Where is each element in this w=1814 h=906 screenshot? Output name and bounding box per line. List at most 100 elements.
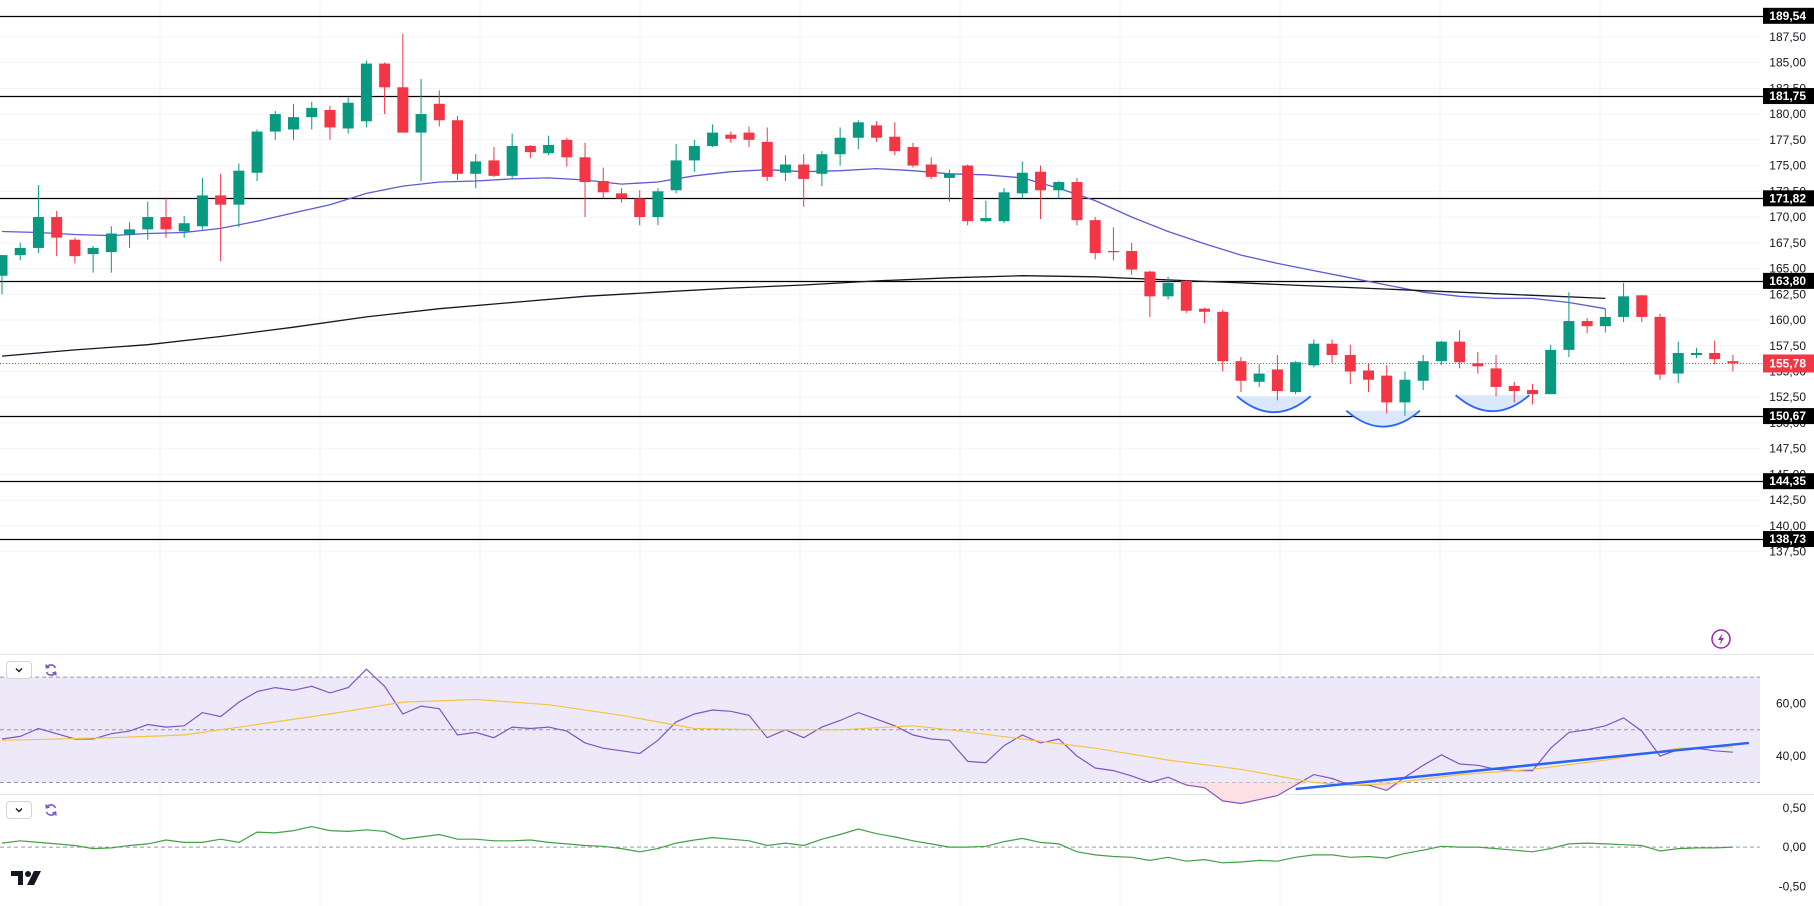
refresh-icon (45, 804, 57, 816)
candle-body (415, 114, 427, 133)
price-tick-label: 170,00 (1769, 210, 1806, 224)
level-label: 189,54 (1769, 9, 1806, 23)
candle-body (1490, 368, 1502, 387)
rsi-line (1, 668, 1733, 805)
candle-body (105, 233, 117, 253)
tradingview-logo[interactable] (10, 868, 44, 888)
candle-body (397, 87, 409, 133)
rsi-ma-line (1, 698, 1733, 786)
candle-body (269, 114, 281, 132)
candle-body (1672, 352, 1684, 374)
refresh-icon (45, 664, 57, 676)
candle-body (816, 154, 828, 174)
candle-body (1235, 361, 1247, 381)
macd-tick-label: 0,00 (1783, 840, 1807, 854)
candle-body (1326, 343, 1338, 356)
candle-body (0, 255, 8, 276)
price-tick-label: 140,00 (1769, 519, 1806, 533)
candle-body (779, 164, 791, 173)
chevron-down-icon (15, 668, 23, 673)
candle-body (943, 173, 955, 178)
candle-body (889, 136, 901, 152)
candle-body (69, 239, 81, 257)
candle-body (1308, 343, 1320, 366)
candle-body (1709, 352, 1721, 360)
price-tick-label: 160,00 (1769, 313, 1806, 327)
candle-body (907, 147, 919, 166)
candle-body (142, 217, 154, 230)
price-tick-label: 142,50 (1769, 493, 1806, 507)
candle-body (233, 170, 245, 205)
candle-body (1563, 321, 1575, 350)
price-tick-label: 137,50 (1769, 545, 1806, 559)
candle-body (1217, 311, 1229, 362)
candle-body (196, 195, 208, 227)
macd-tick-label: 0,50 (1783, 801, 1807, 815)
macd-tick-label: -0,50 (1779, 879, 1807, 893)
rsi-collapse-button[interactable] (6, 661, 32, 679)
price-tick-label: 162,50 (1769, 287, 1806, 301)
candle-body (488, 160, 500, 176)
macd-line (1, 825, 1733, 864)
rsi-band (0, 677, 1760, 783)
price-tick-label: 177,50 (1769, 133, 1806, 147)
candle-body (1180, 280, 1192, 311)
candle-body (962, 165, 974, 222)
price-tick-label: 180,00 (1769, 107, 1806, 121)
candle-body (798, 164, 810, 179)
horizontal-levels (0, 15, 1763, 541)
level-label: 138,73 (1769, 532, 1806, 546)
candle-body (579, 157, 591, 183)
candle-body (1089, 220, 1101, 254)
lightning-icon (1711, 629, 1731, 649)
candle-body (452, 120, 463, 174)
candle-body (543, 144, 555, 154)
candle-body (288, 117, 300, 130)
price-tick-label: 152,50 (1769, 390, 1806, 404)
candle-body (597, 180, 609, 193)
candle-body (998, 192, 1010, 222)
candle-body (688, 145, 700, 161)
candle-body (1399, 379, 1411, 403)
current-price-box (1763, 354, 1814, 373)
level-label: 171,82 (1769, 191, 1806, 205)
candle-body (1508, 385, 1520, 392)
macd-refresh-button[interactable] (42, 801, 60, 819)
candle-body (743, 132, 755, 140)
rsi-refresh-button[interactable] (42, 661, 60, 679)
macd-collapse-button[interactable] (6, 801, 32, 819)
candle-body (1599, 316, 1611, 327)
alert-button[interactable] (1710, 628, 1732, 650)
candle-body (1199, 308, 1211, 312)
candles (0, 33, 1739, 416)
candle-body (251, 131, 263, 173)
rsi-tick-label: 40,00 (1776, 749, 1806, 763)
candle-body (1107, 251, 1119, 253)
bottom-arcs (1236, 394, 1530, 428)
candle-body (852, 122, 864, 138)
candle-body (360, 63, 372, 122)
candle-body (634, 198, 646, 218)
candle-body (1545, 349, 1557, 395)
candle-body (1053, 182, 1065, 191)
candle-body (1618, 296, 1630, 317)
candle-body (124, 229, 136, 235)
candle-body (51, 217, 63, 238)
price-tick-label: 167,50 (1769, 236, 1806, 250)
candle-body (14, 247, 26, 256)
candle-body (32, 217, 44, 248)
chevron-down-icon (15, 808, 23, 813)
candle-body (178, 223, 190, 232)
bottom-arc (1236, 395, 1312, 414)
candle-body (561, 139, 573, 158)
candle-body (1454, 341, 1466, 363)
candle-body (1526, 390, 1538, 395)
bottom-arc (1455, 394, 1530, 413)
candle-body (1636, 295, 1648, 317)
candle-body (834, 137, 846, 155)
candle-body (761, 141, 773, 177)
candle-body (1016, 172, 1028, 194)
rsi-trendline (1295, 741, 1750, 791)
